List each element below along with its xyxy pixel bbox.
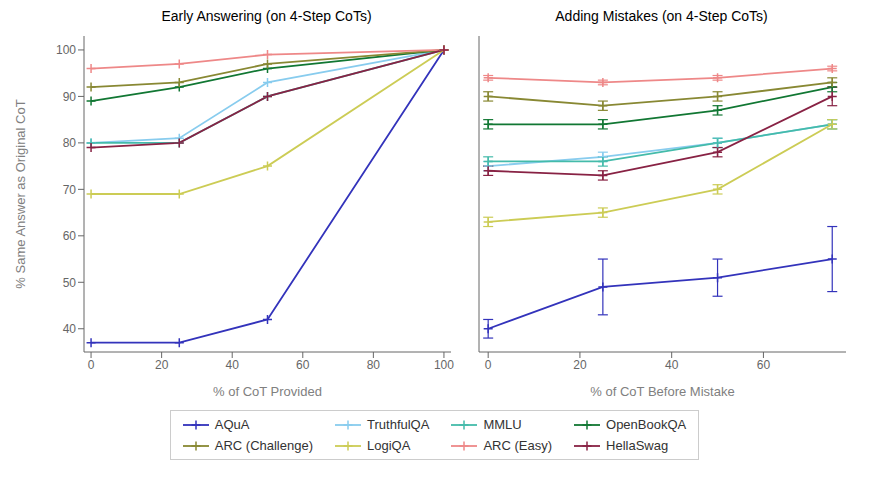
svg-text:% of CoT Provided: % of CoT Provided [213, 384, 322, 399]
svg-text:60: 60 [63, 229, 77, 243]
svg-text:0: 0 [485, 358, 492, 372]
svg-text:40: 40 [226, 358, 240, 372]
html-text:OpenBookQA: OpenBookQA [606, 417, 687, 432]
svg-text:100: 100 [56, 43, 76, 57]
svg-text:80: 80 [63, 136, 77, 150]
svg-text:0: 0 [88, 358, 95, 372]
svg-text:40: 40 [665, 358, 679, 372]
svg-text:60: 60 [296, 358, 310, 372]
svg-text:90: 90 [63, 90, 77, 104]
html-text:HellaSwag: HellaSwag [606, 438, 669, 453]
svg-text:40: 40 [63, 322, 77, 336]
svg-text:50: 50 [63, 276, 77, 290]
svg-text:80: 80 [367, 358, 381, 372]
svg-text:100: 100 [434, 358, 454, 372]
svg-text:% Same Answer as Original CoT: % Same Answer as Original CoT [13, 99, 28, 288]
html-text:LogiQA: LogiQA [367, 438, 411, 453]
svg-text:% of CoT Before Mistake: % of CoT Before Mistake [590, 384, 734, 399]
svg-text:20: 20 [573, 358, 587, 372]
html-text:Adding Mistakes (on 4-Step CoT: Adding Mistakes (on 4-Step CoTs) [555, 8, 768, 24]
svg-text:60: 60 [757, 358, 771, 372]
html-text:AQuA: AQuA [214, 417, 250, 432]
svg-text:20: 20 [155, 358, 169, 372]
html-text:ARC (Challenge): ARC (Challenge) [214, 438, 313, 453]
svg-text:70: 70 [63, 183, 77, 197]
html-text:TruthfulQA: TruthfulQA [367, 417, 430, 432]
html-text:MMLU: MMLU [483, 417, 522, 432]
html-text:ARC (Easy): ARC (Easy) [483, 438, 552, 453]
html-text:Early Answering (on 4-Step CoT: Early Answering (on 4-Step CoTs) [161, 8, 372, 24]
